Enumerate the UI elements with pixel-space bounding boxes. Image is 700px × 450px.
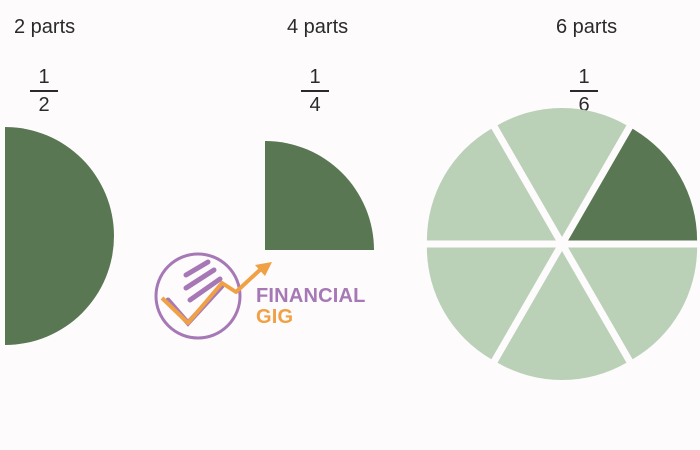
logo-text-gig: GIG (256, 306, 294, 328)
fraction-denominator: 2 (38, 93, 50, 116)
sixth-piece (497, 108, 627, 237)
logo-text-financial: FINANCIAL (256, 285, 366, 307)
quarter-piece (265, 141, 374, 250)
panel-label-4-parts: 4 parts (287, 16, 349, 38)
logo-ring (154, 252, 242, 340)
fraction-one-sixth: 1 6 (564, 66, 604, 116)
fraction-numerator: 1 (578, 66, 590, 88)
sixth-piece (426, 128, 556, 241)
fraction-one-quarter: 1 4 (295, 66, 335, 116)
sixth-piece-shaded (568, 128, 698, 241)
fraction-numerator: 1 (309, 66, 321, 88)
fraction-bar (570, 90, 598, 92)
panel-label-6-parts: 6 parts (556, 16, 618, 38)
sixth-piece (426, 247, 556, 360)
fraction-bar (301, 90, 329, 92)
sixth-piece (568, 247, 698, 360)
sixth-piece (497, 251, 627, 380)
fraction-numerator: 1 (38, 66, 50, 88)
panel-label-2-parts: 2 parts (14, 16, 76, 38)
half-piece (5, 127, 114, 345)
fraction-denominator: 6 (578, 93, 590, 116)
sixths-pie (426, 108, 698, 380)
fraction-bar (30, 90, 58, 92)
logo-arrow-line (160, 266, 264, 325)
fraction-denominator: 4 (309, 93, 321, 116)
logo-arrow-head (255, 262, 272, 276)
financial-gig-logo-emblem (154, 252, 272, 340)
fraction-one-half: 1 2 (24, 66, 64, 116)
